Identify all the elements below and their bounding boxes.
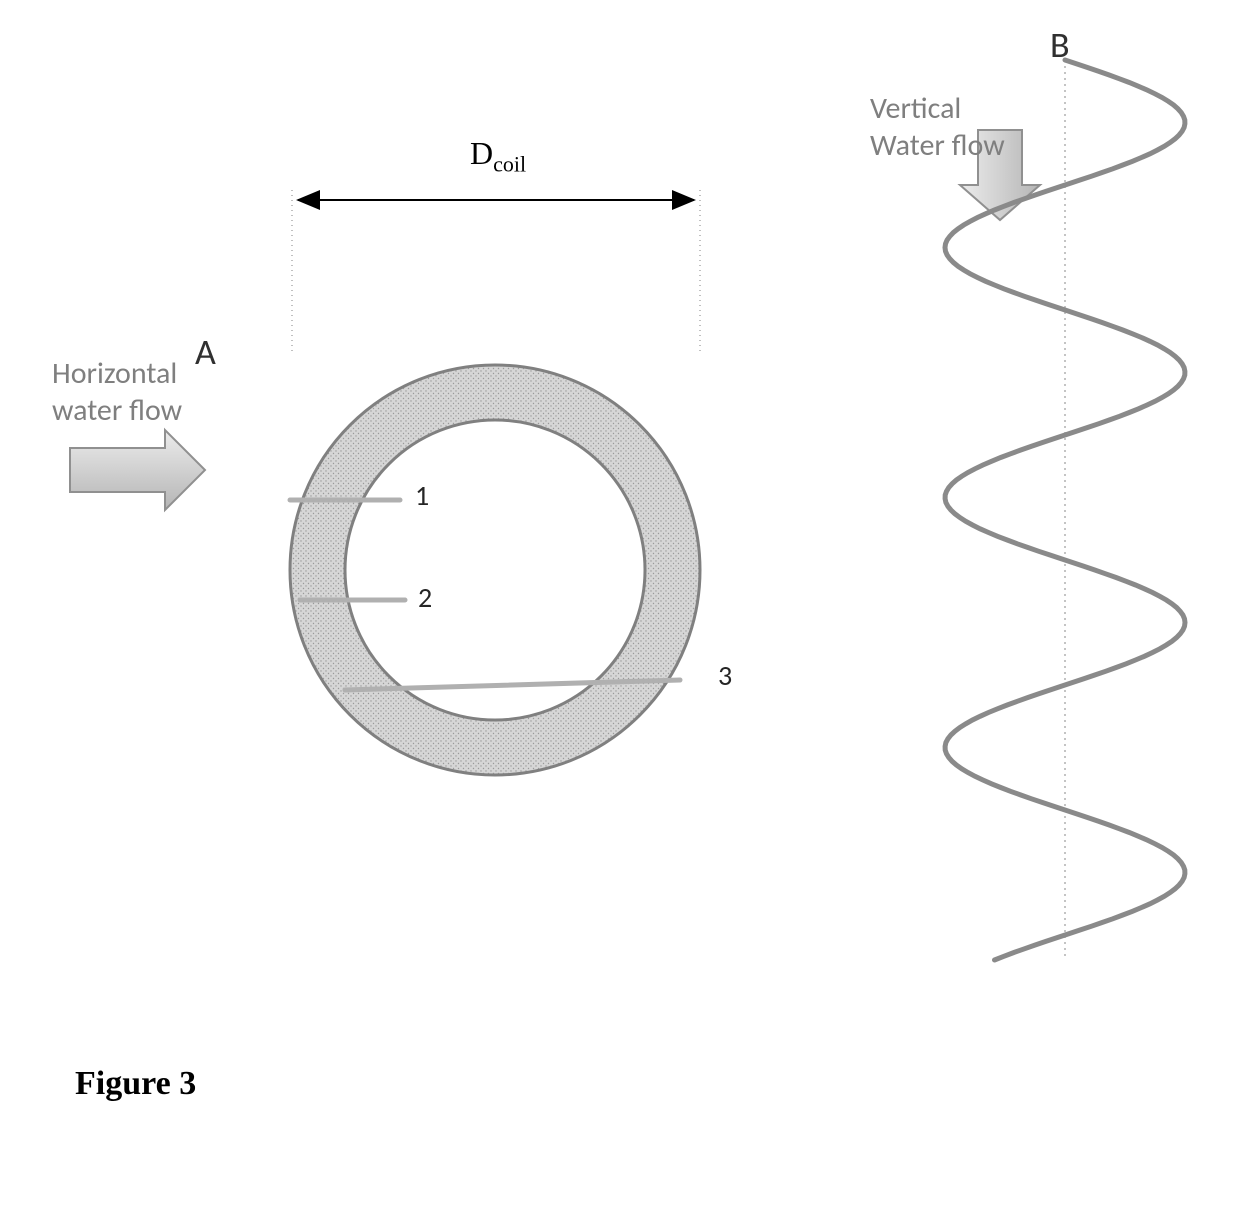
ring-label-1: 1 <box>415 478 429 513</box>
diagram-svg <box>0 0 1240 1217</box>
horizontal-flow-label-2: water flow <box>52 392 182 429</box>
dcoil-dimension <box>292 190 700 355</box>
label-b: B <box>1050 23 1070 67</box>
dcoil-d: D <box>470 135 493 171</box>
vertical-flow-label-2: Water flow <box>870 127 1005 164</box>
vertical-flow-label-1: Vertical <box>870 90 961 127</box>
label-a: A <box>195 330 216 374</box>
figure-caption: Figure 3 <box>75 1065 196 1103</box>
ring-label-2: 2 <box>418 580 432 615</box>
horizontal-flow-arrow <box>70 430 205 510</box>
ring-label-3: 3 <box>718 658 732 693</box>
dcoil-sub: coil <box>493 151 526 176</box>
figure-container: A B Horizontal water flow Vertical Water… <box>0 0 1240 1217</box>
dcoil-label: Dcoil <box>470 135 526 177</box>
ring-top-view <box>290 365 700 775</box>
ring-inner <box>345 420 645 720</box>
horizontal-flow-label-1: Horizontal <box>52 355 177 392</box>
